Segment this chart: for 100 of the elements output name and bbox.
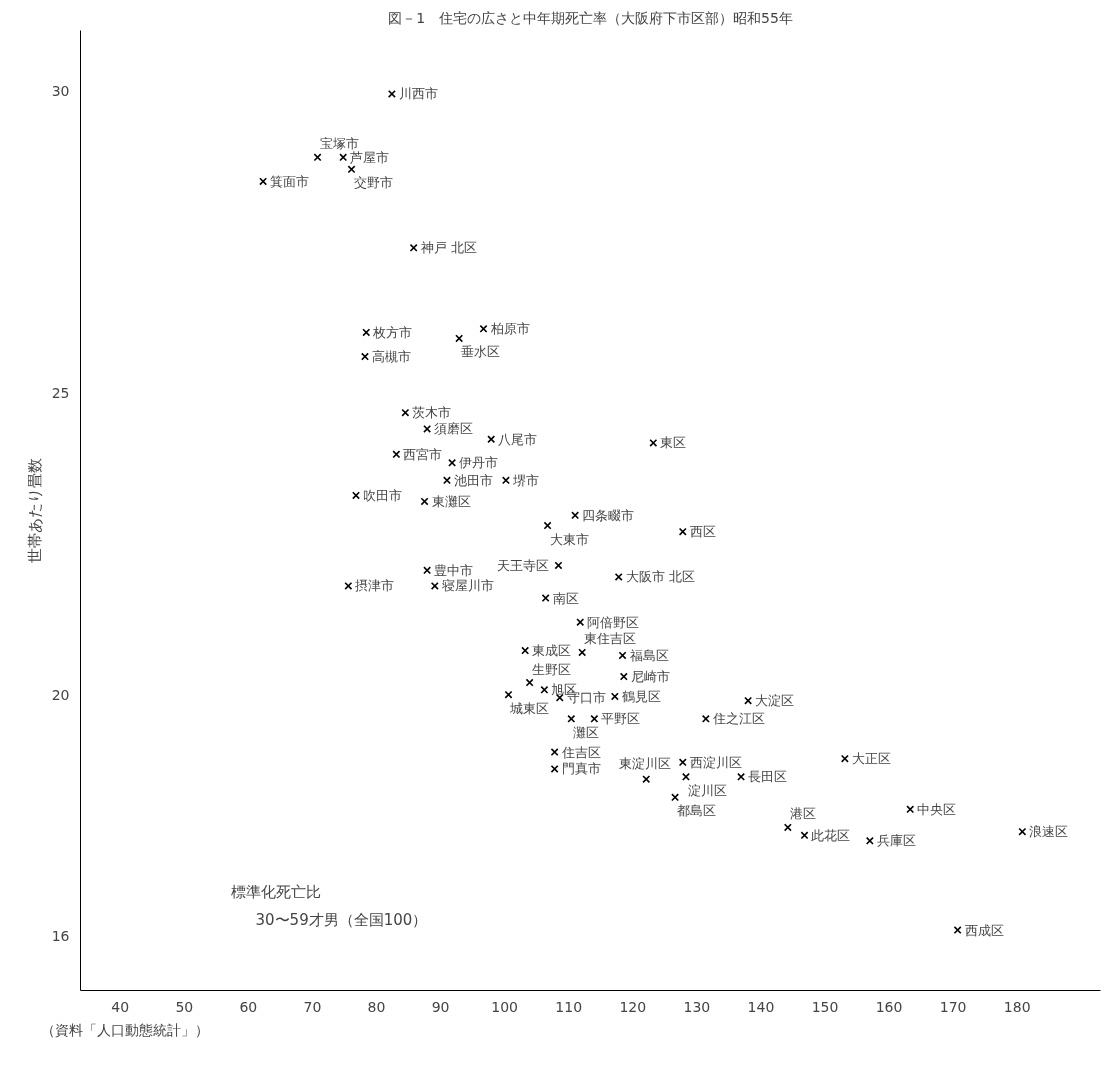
annotation: 天王寺区: [497, 557, 550, 573]
annotation: 門真市: [561, 761, 601, 777]
point: [352, 491, 360, 500]
annotation: 堺市: [511, 472, 539, 488]
annotation: 大正区: [851, 751, 891, 767]
point: [455, 334, 464, 343]
annotation: 大淀区: [755, 693, 795, 709]
annotation: 兵庫区: [876, 833, 916, 849]
x-tick-label: 50: [175, 998, 194, 1015]
x-tick-label: 90: [431, 998, 450, 1015]
annotation: 大阪市 北区: [625, 569, 695, 585]
annotation: 西成区: [964, 922, 1004, 938]
point: [567, 714, 576, 723]
annotation: 南区: [552, 590, 579, 606]
annotation: 尼崎市: [630, 669, 670, 685]
point: [259, 177, 268, 186]
x-tick-label: 120: [619, 998, 647, 1015]
x-tick-label: 180: [1003, 998, 1031, 1015]
annotation: 吹田市: [363, 487, 402, 503]
x-axis-title: 標準化死亡比 30〜59才男（全国100）: [230, 882, 428, 929]
x-tick-label: 70: [303, 998, 322, 1015]
annotation: 交野市: [353, 175, 393, 191]
annotation: 伊丹市: [459, 455, 499, 471]
annotation: 港区: [789, 806, 816, 822]
point: [554, 561, 563, 570]
annotation: 東灘区: [431, 493, 471, 509]
x-tick-label: 110: [555, 998, 583, 1015]
annotation: 川西市: [398, 86, 438, 102]
annotation: 城東区: [509, 700, 550, 716]
x-tick-label: 130: [683, 998, 711, 1015]
annotation: 東成区: [532, 643, 572, 659]
point: [401, 408, 410, 417]
point: [501, 476, 510, 485]
point: [865, 836, 874, 845]
point: [504, 690, 513, 699]
annotation: 西区: [689, 524, 716, 540]
annotation: 東区: [660, 435, 687, 451]
point: [392, 450, 401, 459]
annotation: 都島区: [677, 803, 717, 819]
point: [479, 324, 488, 333]
point: [360, 352, 369, 361]
point: [576, 618, 585, 627]
annotation: 鶴見区: [621, 688, 661, 704]
point: [678, 527, 687, 536]
point: [1018, 827, 1027, 836]
annotation: 摂津市: [355, 578, 395, 594]
point: [347, 165, 356, 174]
annotation: 此花区: [811, 827, 851, 843]
annotation: 豊中市: [434, 562, 474, 578]
x-tick-label: 80: [367, 998, 386, 1015]
annotation: 須磨区: [434, 421, 474, 437]
x-tick-label: 100: [491, 998, 519, 1015]
annotation: 淀川区: [687, 782, 727, 798]
annotation: 芦屋市: [350, 149, 390, 165]
annotation: 中央区: [917, 801, 957, 817]
x-tick-label: 170: [939, 998, 967, 1015]
annotation: 宝塚市: [319, 136, 359, 152]
y-tick-label: 25: [51, 384, 70, 401]
annotation: 住吉区: [560, 744, 601, 760]
annotation: 垂水区: [461, 344, 501, 360]
point: [448, 458, 457, 467]
point: [313, 153, 322, 162]
point: [409, 243, 418, 252]
annotation: 箕面市: [270, 173, 310, 189]
point: [423, 425, 432, 433]
point: [642, 775, 651, 784]
annotation: 神戸 北区: [420, 240, 477, 256]
point: [339, 153, 348, 162]
annotation: 西淀川区: [689, 754, 742, 770]
y-tick-label: 30: [51, 82, 70, 99]
annotation: 平野区: [601, 711, 641, 727]
point: [443, 476, 451, 485]
y-axis-title: 世帯あたり畳数: [25, 458, 44, 563]
point: [525, 678, 534, 687]
x-tick-label: 40: [111, 998, 130, 1015]
x-tick-label: 140: [747, 998, 775, 1015]
annotation: 生野区: [531, 661, 571, 677]
annotation: 阿倍野区: [587, 614, 640, 630]
point: [543, 521, 552, 530]
annotation: 茨木市: [412, 405, 452, 421]
point: [678, 758, 687, 767]
y-tick-label: 20: [51, 686, 70, 703]
annotation: 四条畷市: [582, 507, 635, 523]
point: [362, 328, 371, 337]
x-tick-label: 150: [811, 998, 839, 1015]
annotation: 東淀川区: [619, 756, 672, 772]
x-tick-label: 60: [239, 998, 258, 1015]
y-tick-label: 16: [51, 928, 70, 945]
point: [387, 89, 396, 98]
text: （資料「人口動態統計」）: [40, 1021, 209, 1038]
point: [701, 714, 710, 723]
point: [420, 497, 429, 506]
annotation: 柏原市: [489, 321, 530, 337]
annotation: 灘区: [573, 724, 600, 740]
annotation: 長田区: [748, 769, 788, 785]
annotation: 住之江区: [711, 711, 765, 727]
point: [487, 435, 496, 444]
chart-title: 図－1 住宅の広さと中年期死亡率（大阪府下市区部）昭和55年: [388, 9, 793, 26]
annotation: 大東市: [549, 531, 589, 547]
annotation: 西宮市: [403, 446, 443, 462]
